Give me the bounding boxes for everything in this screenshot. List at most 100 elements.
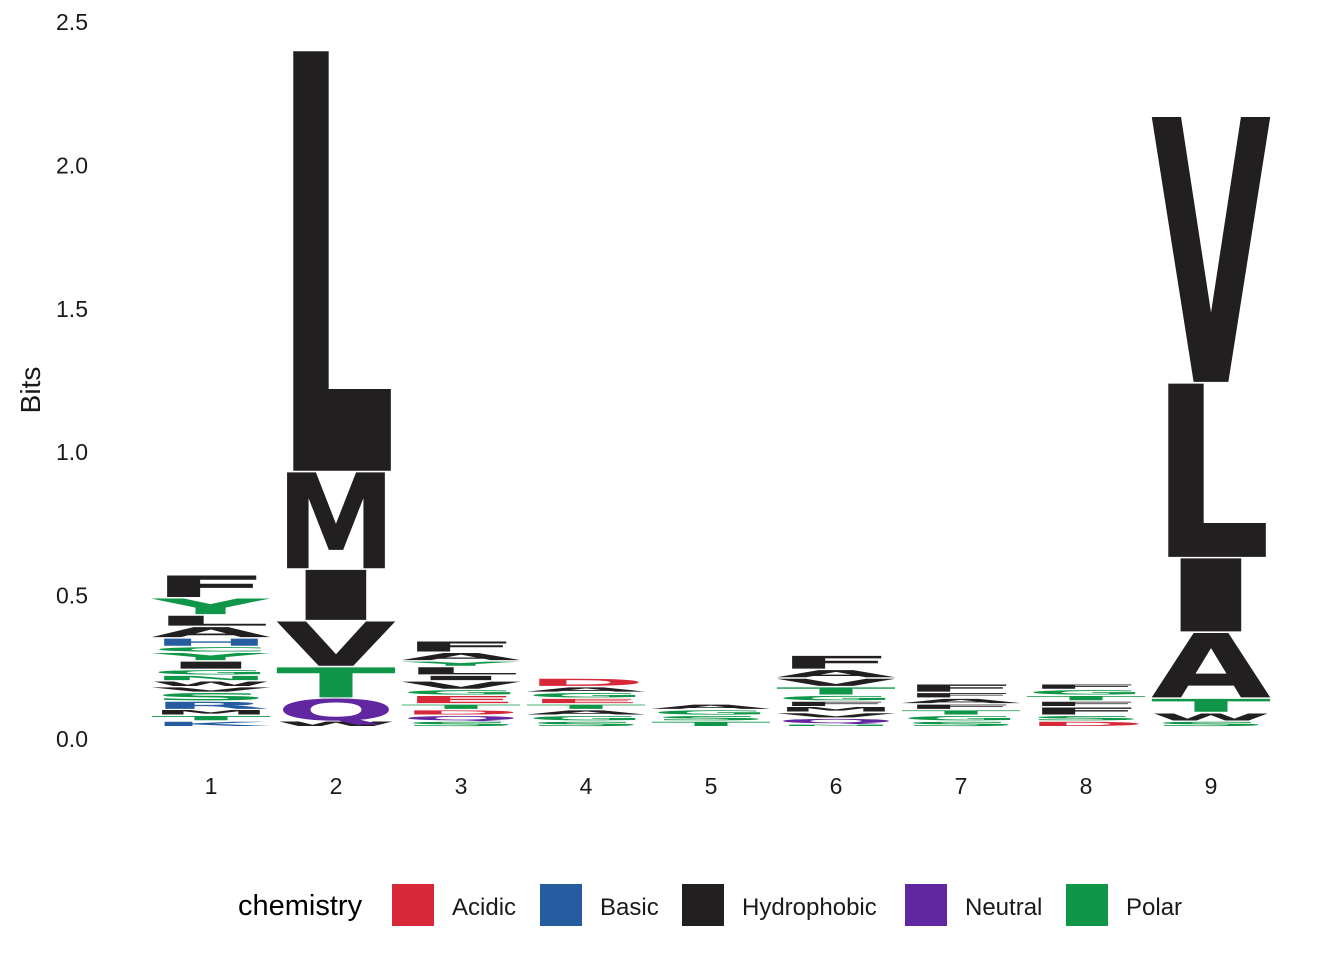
logo-letter: T (1026, 695, 1146, 702)
legend-swatch (1066, 884, 1108, 926)
y-tick-label: 2.0 (56, 152, 88, 178)
logo-letter: W (1151, 711, 1271, 722)
legend-swatch (682, 884, 724, 926)
logo-letter: K (151, 721, 271, 728)
logo-stacks: KTMRSVWNGIYCHALYFWQTVIMLSQDTEGVILYAFSGAT… (150, 0, 1272, 727)
legend-label: Polar (1126, 894, 1183, 921)
logo-letter: H (151, 637, 271, 648)
logo-letter: F (901, 683, 1021, 694)
logo-letter: F (1026, 706, 1146, 717)
logo-letter: S (151, 691, 271, 702)
logo-letter: A (776, 668, 896, 679)
x-tick-label: 9 (1205, 773, 1218, 799)
logo-letter: F (151, 570, 271, 604)
logo-letter: D (401, 709, 521, 716)
legend-label: Hydrophobic (742, 894, 877, 921)
logo-letter: T (651, 721, 771, 728)
logo-letter: Q (401, 715, 521, 722)
logo-letter: N (776, 724, 896, 726)
logo-letter: M (776, 706, 896, 713)
y-tick-label: 1.5 (56, 296, 88, 322)
logo-letter: T (151, 715, 271, 722)
logo-letter: I (151, 660, 271, 671)
logo-letter: S (651, 715, 771, 722)
legend-label: Neutral (965, 894, 1043, 921)
x-tick-label: 4 (580, 773, 593, 799)
logo-letter: L (1151, 336, 1271, 613)
logo-letter: Q (776, 718, 896, 725)
logo-letter: Y (150, 594, 271, 619)
logo-letter: T (526, 703, 646, 710)
y-tick-label: 2.5 (56, 9, 88, 35)
logo-letter: F (401, 639, 521, 655)
logo-letter: M (151, 709, 271, 716)
logo-letter: V (776, 677, 896, 688)
legend: chemistry Acidic Basic Hydrophobic Neutral P… (0, 880, 1344, 936)
y-axis-label: Bits (15, 367, 46, 414)
logo-letter: F (776, 652, 896, 672)
logo-letter: G (1026, 689, 1146, 696)
logo-letter: A (151, 624, 271, 640)
logo-letter: T (901, 709, 1021, 716)
legend-label: Basic (600, 894, 659, 921)
logo-letter: S (1151, 721, 1271, 728)
logo-letter: V (401, 680, 521, 691)
x-tick-label: 7 (955, 773, 968, 799)
logo-letter: F (1026, 701, 1146, 708)
logo-letter: I (401, 675, 521, 682)
logo-letter: A (651, 703, 771, 710)
x-tick-label: 5 (705, 773, 718, 799)
logo-letter: A (901, 698, 1021, 705)
logo-letter: D (526, 677, 646, 688)
logo-letter: A (526, 686, 646, 693)
logo-letter: G (776, 695, 896, 702)
logo-letter: S (901, 721, 1021, 728)
logo-letter: G (526, 715, 646, 722)
logo-letter: L (151, 613, 271, 629)
logo-letter: G (526, 692, 646, 699)
logo-letter: T (1151, 696, 1271, 716)
x-axis-ticks: 1 2 3 4 5 6 7 8 9 (205, 773, 1218, 799)
logo-letter: G (151, 669, 271, 676)
logo-letter: Q (276, 693, 396, 727)
logo-letter: A (401, 651, 521, 662)
logo-letter: C (151, 646, 271, 653)
logo-letter: A (1151, 615, 1271, 718)
logo-letter: V (776, 712, 896, 719)
legend-swatch (392, 884, 434, 926)
logo-letter: M (276, 446, 396, 599)
y-tick-label: 1.0 (56, 439, 88, 465)
logo-letter: R (151, 700, 271, 711)
legend-swatch (540, 884, 582, 926)
y-tick-label: 0.0 (56, 726, 88, 752)
logo-letter: D (1026, 721, 1146, 728)
logo-letter: S (526, 721, 646, 728)
logo-letter: A (526, 709, 646, 716)
logo-letter: G (901, 715, 1021, 722)
logo-letter: E (526, 698, 646, 705)
y-tick-label: 0.5 (56, 583, 88, 609)
x-tick-label: 2 (330, 773, 343, 799)
logo-letter: V (151, 686, 271, 693)
legend-label: Acidic (452, 894, 517, 921)
logo-letter: L (401, 665, 521, 676)
logo-letter: L (276, 0, 396, 607)
legend-title: chemistry (238, 890, 363, 922)
logo-letter: S (401, 721, 521, 728)
logo-letter: F (901, 692, 1021, 699)
logo-letter: G (401, 689, 521, 696)
logo-letter: F (901, 703, 1021, 710)
y-axis-ticks: 0.0 0.5 1.0 1.5 2.0 2.5 (56, 9, 88, 752)
logo-letter: T (276, 659, 396, 707)
logo-letter: Y (400, 660, 522, 667)
logo-letter: Y (150, 651, 271, 662)
logo-letter: W (276, 721, 396, 728)
x-tick-label: 6 (830, 773, 843, 799)
logo-letter: F (776, 701, 896, 708)
logo-letter: T (776, 685, 896, 696)
logo-letter: W (151, 681, 271, 688)
logo-letter: T (401, 703, 521, 710)
logo-letter: V (276, 610, 396, 681)
logo-letter: F (1026, 683, 1146, 690)
